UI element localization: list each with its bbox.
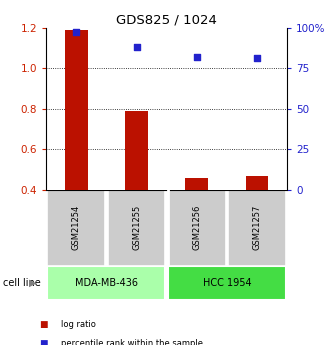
Bar — [185, 178, 208, 190]
Bar — [108, 190, 165, 266]
Text: ▶: ▶ — [29, 278, 37, 288]
Title: GDS825 / 1024: GDS825 / 1024 — [116, 13, 217, 27]
Text: GSM21255: GSM21255 — [132, 205, 141, 250]
Text: MDA-MB-436: MDA-MB-436 — [75, 278, 138, 288]
Bar — [48, 190, 105, 266]
Bar — [228, 190, 286, 266]
Text: percentile rank within the sample: percentile rank within the sample — [61, 339, 203, 345]
Text: GSM21257: GSM21257 — [252, 205, 261, 250]
Point — [74, 30, 79, 35]
Bar — [65, 30, 88, 190]
Bar — [246, 176, 268, 190]
Text: cell line: cell line — [3, 278, 41, 288]
Bar — [48, 266, 165, 300]
Point — [194, 54, 199, 60]
Point — [134, 44, 139, 50]
Text: GSM21256: GSM21256 — [192, 205, 201, 250]
Bar — [125, 111, 148, 190]
Text: ■: ■ — [40, 339, 48, 345]
Text: ■: ■ — [40, 320, 48, 329]
Text: GSM21254: GSM21254 — [72, 205, 81, 250]
Text: log ratio: log ratio — [61, 320, 96, 329]
Point — [254, 56, 260, 61]
Bar — [168, 190, 226, 266]
Bar — [168, 266, 286, 300]
Text: HCC 1954: HCC 1954 — [203, 278, 251, 288]
